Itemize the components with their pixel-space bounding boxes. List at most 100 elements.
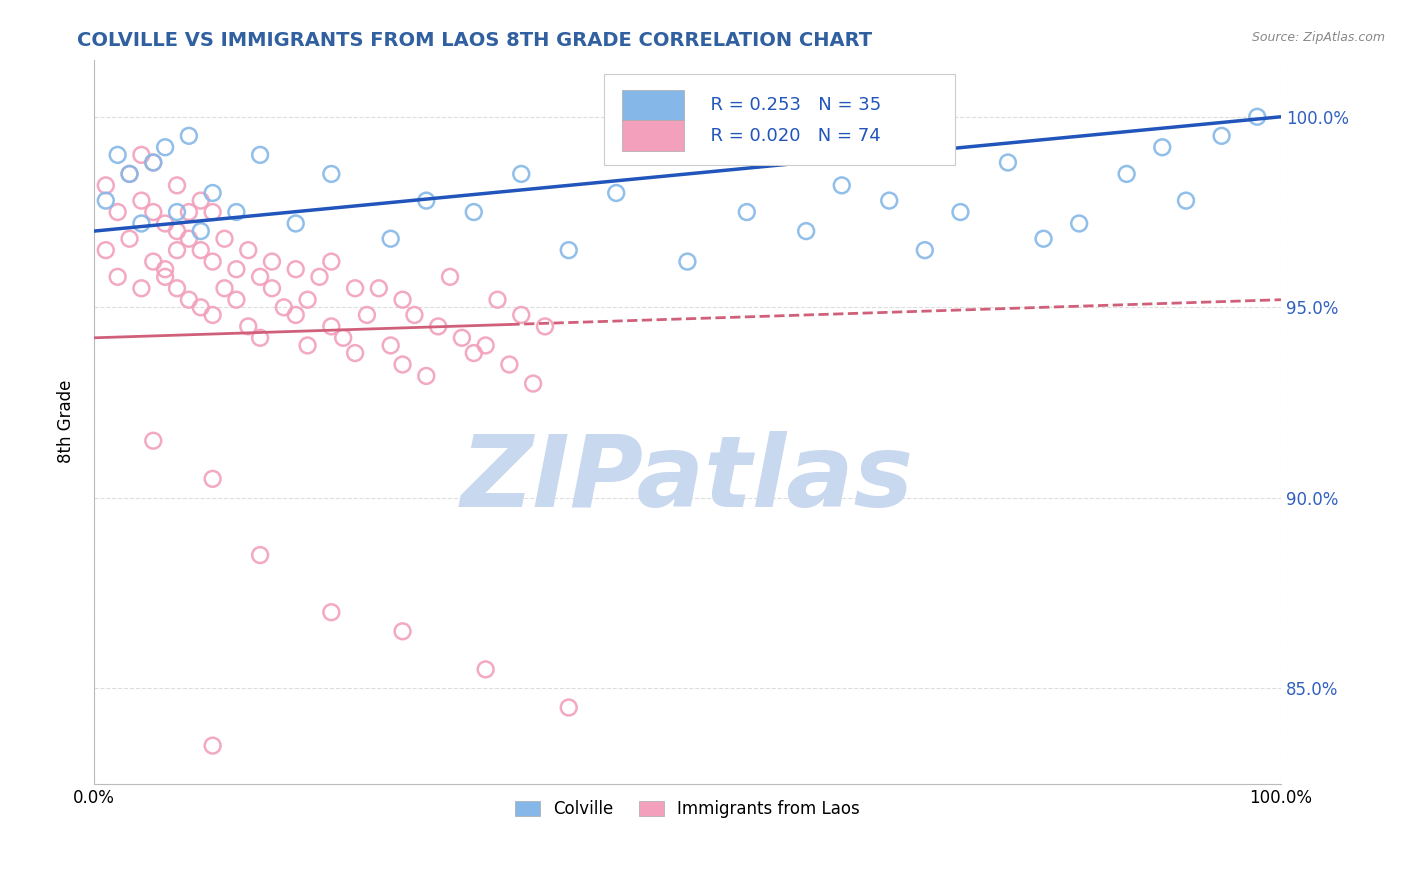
Point xyxy=(439,269,461,284)
Point xyxy=(794,224,817,238)
Point xyxy=(735,205,758,219)
Point xyxy=(949,205,972,219)
Point xyxy=(94,194,117,208)
Point xyxy=(201,186,224,200)
Point xyxy=(463,346,485,360)
Point xyxy=(249,269,271,284)
Text: Source: ZipAtlas.com: Source: ZipAtlas.com xyxy=(1251,31,1385,45)
Point xyxy=(201,308,224,322)
Legend: Colville, Immigrants from Laos: Colville, Immigrants from Laos xyxy=(506,791,868,826)
Point xyxy=(131,148,153,162)
Point xyxy=(510,167,533,181)
Point xyxy=(142,254,165,268)
Point xyxy=(380,232,402,246)
Point xyxy=(321,167,343,181)
Point xyxy=(166,205,188,219)
Point xyxy=(153,217,176,231)
Point xyxy=(177,293,200,307)
Point xyxy=(118,167,141,181)
Point xyxy=(284,308,307,322)
Point xyxy=(238,243,260,257)
Point xyxy=(225,262,247,277)
Point xyxy=(131,281,153,295)
FancyBboxPatch shape xyxy=(623,120,683,151)
Point xyxy=(142,155,165,169)
Point xyxy=(190,224,212,238)
Point xyxy=(201,254,224,268)
Point xyxy=(107,205,129,219)
Point xyxy=(131,217,153,231)
Point xyxy=(427,319,450,334)
Point xyxy=(997,155,1019,169)
Point xyxy=(297,338,319,352)
Point xyxy=(605,186,627,200)
FancyBboxPatch shape xyxy=(605,74,955,165)
Point xyxy=(201,205,224,219)
Point xyxy=(344,281,367,295)
FancyBboxPatch shape xyxy=(623,90,683,120)
Point xyxy=(142,434,165,448)
Point xyxy=(225,205,247,219)
Point xyxy=(558,243,581,257)
Text: R = 0.020   N = 74: R = 0.020 N = 74 xyxy=(699,127,882,145)
Point xyxy=(225,293,247,307)
Text: ZIPatlas: ZIPatlas xyxy=(461,431,914,528)
Point xyxy=(344,346,367,360)
Point xyxy=(367,281,389,295)
Y-axis label: 8th Grade: 8th Grade xyxy=(58,380,75,463)
Point xyxy=(676,254,699,268)
Point xyxy=(415,368,437,383)
Point xyxy=(1069,217,1091,231)
Point xyxy=(404,308,426,322)
Point xyxy=(308,269,330,284)
Point xyxy=(498,358,520,372)
Point xyxy=(107,148,129,162)
Point xyxy=(391,358,413,372)
Point xyxy=(107,269,129,284)
Point xyxy=(260,281,283,295)
Point xyxy=(380,338,402,352)
Point xyxy=(474,338,496,352)
Point xyxy=(486,293,509,307)
Point xyxy=(260,254,283,268)
Point xyxy=(153,269,176,284)
Point xyxy=(177,232,200,246)
Point xyxy=(153,262,176,277)
Point xyxy=(332,331,354,345)
Point xyxy=(214,232,236,246)
Point xyxy=(94,178,117,193)
Point xyxy=(201,472,224,486)
Point xyxy=(1032,232,1054,246)
Point xyxy=(1211,128,1233,143)
Point xyxy=(1175,194,1198,208)
Point xyxy=(166,281,188,295)
Point xyxy=(451,331,474,345)
Point xyxy=(94,243,117,257)
Point xyxy=(321,254,343,268)
Point xyxy=(142,205,165,219)
Point xyxy=(190,194,212,208)
Point xyxy=(284,217,307,231)
Point xyxy=(1115,167,1137,181)
Point xyxy=(190,301,212,315)
Point xyxy=(474,662,496,676)
Point xyxy=(510,308,533,322)
Text: R = 0.253   N = 35: R = 0.253 N = 35 xyxy=(699,96,882,114)
Point xyxy=(321,605,343,619)
Point xyxy=(131,194,153,208)
Text: COLVILLE VS IMMIGRANTS FROM LAOS 8TH GRADE CORRELATION CHART: COLVILLE VS IMMIGRANTS FROM LAOS 8TH GRA… xyxy=(77,31,873,50)
Point xyxy=(177,128,200,143)
Point xyxy=(391,293,413,307)
Point xyxy=(463,205,485,219)
Point xyxy=(249,548,271,562)
Point xyxy=(522,376,544,391)
Point xyxy=(214,281,236,295)
Point xyxy=(166,224,188,238)
Point xyxy=(914,243,936,257)
Point xyxy=(166,178,188,193)
Point xyxy=(238,319,260,334)
Point xyxy=(415,194,437,208)
Point xyxy=(877,194,900,208)
Point xyxy=(177,205,200,219)
Point xyxy=(142,155,165,169)
